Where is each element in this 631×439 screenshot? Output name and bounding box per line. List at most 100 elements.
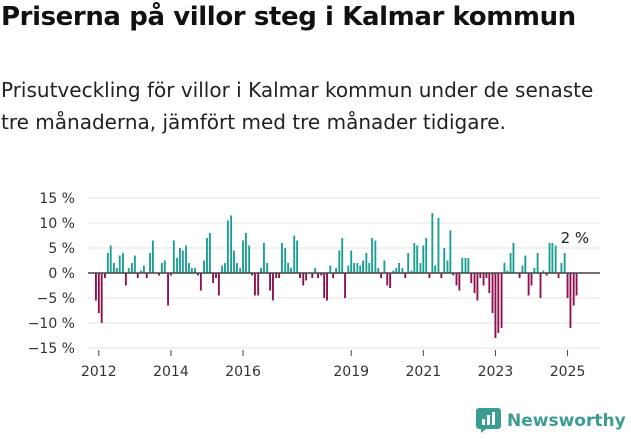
- bar: [512, 243, 515, 273]
- bar: [323, 273, 326, 298]
- bar: [554, 245, 557, 273]
- bar: [203, 260, 206, 273]
- bar: [332, 273, 335, 278]
- bar: [254, 273, 256, 296]
- bar: [100, 273, 103, 323]
- bar: [380, 273, 383, 278]
- bar-chart: 15 %10 %5 %0 %−5 %−10 %−15 % 2012 2014 201…: [28, 191, 600, 380]
- bar: [296, 240, 299, 273]
- bar: [491, 273, 494, 313]
- bar: [386, 273, 389, 286]
- bar: [104, 273, 106, 278]
- bar: [133, 255, 136, 273]
- bar: [305, 273, 308, 281]
- bar: [278, 273, 281, 278]
- bar: [392, 270, 395, 273]
- bar: [575, 273, 578, 296]
- bar: [437, 218, 440, 273]
- bar: [449, 230, 452, 273]
- bar: [242, 240, 244, 273]
- bar: [356, 263, 359, 273]
- bar: [455, 273, 458, 286]
- bar: [452, 273, 455, 276]
- x-tick-label: 2023: [478, 364, 514, 380]
- bar: [389, 273, 392, 288]
- bar: [320, 273, 323, 276]
- bar: [557, 273, 560, 278]
- bar: [572, 273, 575, 306]
- bar: [172, 240, 175, 273]
- bar: [230, 215, 233, 273]
- x-tick-label: 2012: [81, 364, 117, 380]
- bar: [434, 265, 437, 273]
- bar: [199, 273, 202, 291]
- bar: [239, 268, 242, 273]
- bar: [344, 273, 347, 298]
- bar: [530, 273, 533, 286]
- bar: [566, 273, 569, 298]
- bar: [506, 270, 509, 273]
- bar: [476, 273, 479, 301]
- bar: [275, 273, 278, 278]
- y-tick-label: −5 %: [37, 291, 75, 307]
- x-tick-label: 2019: [333, 364, 369, 380]
- y-tick-label: 15 %: [39, 191, 75, 207]
- bar: [248, 245, 251, 273]
- bar: [383, 260, 386, 273]
- bar: [521, 265, 524, 273]
- bar: [419, 263, 422, 273]
- bar: [407, 253, 410, 273]
- bar: [482, 273, 485, 286]
- bar: [542, 270, 545, 273]
- bar: [266, 263, 269, 273]
- bar: [338, 250, 341, 273]
- bar: [329, 265, 332, 273]
- x-tick-label: 2021: [406, 364, 442, 380]
- bar: [461, 258, 464, 273]
- x-tick-label: 2025: [550, 364, 586, 380]
- bar: [347, 265, 350, 273]
- bar: [500, 273, 503, 328]
- bar: [170, 273, 172, 276]
- bar: [326, 273, 328, 301]
- bar: [263, 243, 265, 273]
- bar: [458, 273, 461, 291]
- bar: [359, 265, 362, 273]
- bar: [233, 250, 235, 273]
- bar: [365, 253, 368, 273]
- bar: [251, 273, 253, 276]
- bar: [194, 268, 197, 273]
- latest-value-label: 2 %: [561, 229, 590, 247]
- bar: [413, 243, 416, 273]
- y-tick-label: −10 %: [28, 316, 75, 332]
- bar: [335, 268, 337, 273]
- bar: [431, 213, 434, 273]
- x-tick-label: 2016: [225, 364, 261, 380]
- bar: [163, 260, 166, 273]
- bar: [479, 273, 482, 278]
- newsworthy-brand: Newsworthy: [476, 408, 626, 433]
- bar: [217, 273, 220, 296]
- newsworthy-logo-icon: [476, 408, 501, 433]
- bar: [464, 258, 467, 273]
- bar: [136, 273, 139, 278]
- x-axis-ticks: 2012 2014 2016 2019 2021 2023 2025: [81, 350, 585, 380]
- bar: [422, 245, 425, 273]
- x-tick-label: 2014: [153, 364, 189, 380]
- bar: [257, 273, 260, 296]
- bar: [179, 248, 181, 273]
- bar: [410, 270, 413, 273]
- bar: [208, 233, 211, 273]
- bar: [221, 265, 224, 273]
- bar: [350, 250, 353, 273]
- bar: [341, 238, 344, 273]
- bar: [503, 263, 506, 273]
- bar: [197, 273, 199, 276]
- bar: [188, 263, 190, 273]
- bar: [124, 273, 127, 286]
- bar: [206, 238, 208, 273]
- bar: [569, 273, 572, 328]
- bar: [281, 243, 283, 273]
- bar: [467, 258, 470, 273]
- bar: [122, 253, 124, 273]
